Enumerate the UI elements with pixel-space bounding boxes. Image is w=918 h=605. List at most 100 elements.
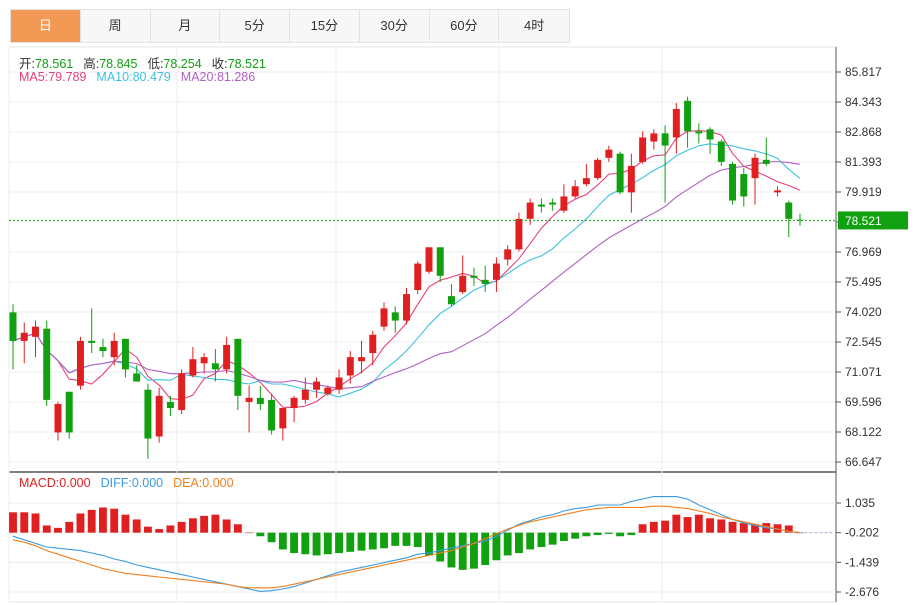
macd-bar-35 <box>402 532 411 546</box>
candle-body-29 <box>335 377 343 390</box>
candle-body-63 <box>717 141 725 162</box>
macd-tick-label-3: -2.676 <box>845 585 879 599</box>
candle-body-58 <box>661 133 669 146</box>
macd-bar-9 <box>110 508 119 533</box>
macd-tick-label-0: 1.035 <box>845 496 875 510</box>
candle-body-0 <box>9 312 17 341</box>
tab-1[interactable]: 周 <box>80 10 151 42</box>
legend-item-1: 高:78.845 <box>83 57 138 71</box>
period-tabs: 日周月 5分 15分 30分 60分 4时 <box>10 9 570 43</box>
candle-body-28 <box>324 387 332 394</box>
candle-body-20 <box>234 338 242 396</box>
candle-body-21 <box>245 397 253 402</box>
candle-body-35 <box>403 294 410 321</box>
last-price-tag <box>838 211 908 230</box>
candle-body-57 <box>650 133 658 142</box>
macd-bar-42 <box>481 532 490 566</box>
macd-bar-37 <box>425 532 433 556</box>
candle-body-30 <box>346 357 354 376</box>
price-tick-label-9: 72.545 <box>845 335 882 349</box>
candle-body-54 <box>616 153 624 193</box>
macd-bar-31 <box>357 532 366 551</box>
macd-bar-41 <box>470 532 478 569</box>
tab-5[interactable]: 30分 <box>359 10 430 42</box>
ohlc-row: 开:78.561 高:78.845 低:78.254 收:78.521 <box>19 53 276 72</box>
diff-line <box>12 496 801 592</box>
candle-body-47 <box>537 204 545 207</box>
candle-body-24 <box>279 408 287 429</box>
candle-body-25 <box>290 397 298 409</box>
macd-frame <box>8 471 837 603</box>
macd-bar-65 <box>739 523 748 533</box>
candle-body-44 <box>504 249 512 260</box>
dea-line <box>12 505 801 589</box>
macd-bar-55 <box>627 532 636 536</box>
price-tick-label-0: 85.817 <box>845 65 882 79</box>
candle-body-52 <box>594 159 602 179</box>
candle-body-2 <box>32 326 39 337</box>
candle-body-51 <box>582 178 590 185</box>
macd-bar-0 <box>9 512 17 533</box>
tab-0[interactable]: 日 <box>11 10 81 42</box>
macd-bar-26 <box>301 532 310 555</box>
macd-tick-label-1: -0.202 <box>845 526 879 540</box>
candle-body-50 <box>571 186 579 197</box>
macd-bar-18 <box>211 514 220 533</box>
macd-bar-69 <box>784 525 793 533</box>
macd-bar-10 <box>121 514 130 533</box>
macd-bar-62 <box>706 518 714 533</box>
ma20-line <box>12 160 801 389</box>
macd-bar-14 <box>166 525 175 533</box>
macd-bar-4 <box>54 527 62 533</box>
macd-bar-45 <box>514 532 523 554</box>
ma10-line <box>12 143 801 398</box>
candle-body-17 <box>200 357 208 364</box>
price-tick-label-7: 75.495 <box>845 275 882 289</box>
macd-bar-40 <box>458 532 467 570</box>
macd-bar-36 <box>413 532 422 548</box>
tab-7[interactable]: 4时 <box>499 10 569 42</box>
candle-body-65 <box>740 174 748 197</box>
candle-body-43 <box>492 263 500 280</box>
candle-body-8 <box>99 346 107 352</box>
macd-bar-1 <box>20 512 29 533</box>
macd-bar-33 <box>380 532 388 549</box>
tab-3[interactable]: 5分 <box>220 10 290 42</box>
macd-bar-25 <box>290 532 299 554</box>
tab-2[interactable]: 月 <box>150 10 221 42</box>
candle-body-59 <box>672 108 680 138</box>
candle-body-31 <box>358 357 366 362</box>
macd-bar-64 <box>728 521 737 533</box>
candle-body-16 <box>189 359 197 376</box>
candle-body-66 <box>751 157 759 179</box>
macd-bar-58 <box>661 520 670 533</box>
macd-bar-15 <box>177 521 186 533</box>
candle-body-49 <box>560 196 568 211</box>
macd-bar-27 <box>312 532 321 556</box>
legend-item-0: MACD:0.000 <box>19 476 91 490</box>
macd-bar-34 <box>391 532 400 546</box>
tab-4[interactable]: 15分 <box>290 10 360 42</box>
macd-bar-43 <box>492 532 501 561</box>
macd-bar-51 <box>582 532 591 537</box>
candle-body-53 <box>605 149 613 158</box>
candle-body-37 <box>425 247 433 272</box>
macd-bar-60 <box>683 517 692 533</box>
legend-item-1: DIFF:0.000 <box>100 476 164 490</box>
macd-bar-46 <box>526 532 535 550</box>
tab-6[interactable]: 60分 <box>429 10 500 42</box>
candle-body-23 <box>268 399 276 431</box>
macd-bar-30 <box>346 532 355 552</box>
price-tick-label-13: 66.647 <box>845 455 882 469</box>
macd-bar-28 <box>323 532 332 555</box>
candle-body-9 <box>110 340 118 358</box>
macd-bar-53 <box>604 532 613 534</box>
candle-body-41 <box>470 275 478 278</box>
macd-bar-5 <box>65 521 74 533</box>
macd-bar-2 <box>31 513 40 533</box>
candle-body-12 <box>144 389 152 439</box>
macd-bar-19 <box>222 519 231 533</box>
candle-body-38 <box>436 247 444 276</box>
macd-bar-49 <box>559 532 568 542</box>
